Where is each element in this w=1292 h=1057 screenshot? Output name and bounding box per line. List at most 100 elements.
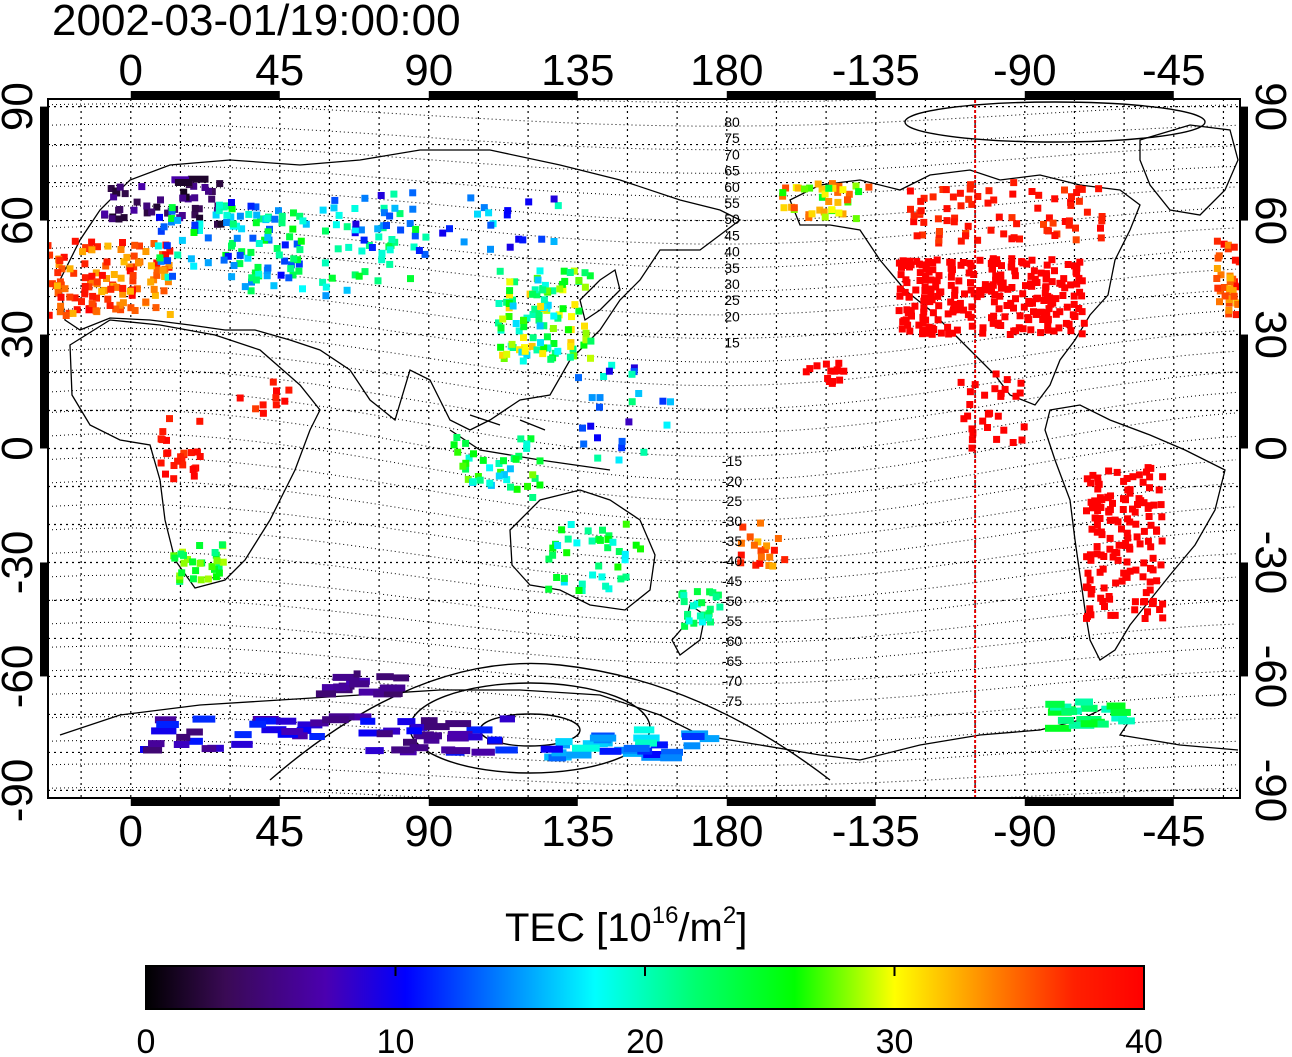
frame-bar <box>726 798 876 806</box>
tec-cell <box>142 248 150 255</box>
tec-cell <box>299 217 307 225</box>
tec-cell <box>499 715 515 723</box>
tec-cell <box>937 329 945 337</box>
tec-cell <box>319 278 327 286</box>
tec-cell <box>196 559 204 567</box>
tec-cell <box>1052 295 1060 303</box>
tec-cell <box>661 748 683 756</box>
tec-cell <box>297 721 323 729</box>
tec-cell <box>257 215 264 223</box>
tec-cell <box>536 457 544 465</box>
tec-cell <box>696 612 704 620</box>
dip-label-north: 40 <box>724 244 740 260</box>
tec-cell <box>1076 258 1084 266</box>
tec-cell <box>549 287 557 295</box>
dip-line <box>48 645 1237 685</box>
tec-cell <box>322 292 330 300</box>
tec-cell <box>554 542 562 549</box>
tec-cell <box>1042 275 1050 283</box>
tec-cell <box>550 195 558 203</box>
tec-cell <box>119 290 127 298</box>
tec-cell <box>1048 278 1056 286</box>
tec-cell <box>992 272 1000 280</box>
tec-cell <box>621 550 629 558</box>
tec-cell <box>154 716 177 724</box>
tec-cell <box>1126 567 1134 575</box>
tec-cell <box>208 195 216 203</box>
tec-cell <box>571 301 579 309</box>
tec-cell <box>249 234 257 242</box>
lat-tick-label-left: 90 <box>0 82 42 131</box>
tec-cell <box>278 219 286 227</box>
dip-line <box>48 456 1237 522</box>
lat-tick-label-left: -30 <box>0 531 42 595</box>
tec-cell <box>1018 436 1026 444</box>
dip-label-north: 55 <box>724 195 740 211</box>
tec-cell <box>928 296 936 304</box>
tec-cell <box>375 233 383 241</box>
tec-cell <box>505 300 513 307</box>
tec-cell <box>103 275 110 282</box>
tec-cell <box>1040 297 1048 304</box>
tec-cell <box>825 378 833 385</box>
tec-cell <box>524 482 531 490</box>
tec-cell <box>187 255 195 263</box>
dip-line <box>48 266 1237 316</box>
tec-cell <box>563 549 571 557</box>
tec-cell <box>107 185 115 192</box>
tec-cell <box>560 267 568 275</box>
tec-cell <box>1124 515 1131 523</box>
tec-cell <box>130 252 138 260</box>
tec-cell <box>474 473 482 480</box>
tec-cell <box>968 444 976 452</box>
tec-cell <box>252 276 260 284</box>
tec-cell <box>156 721 179 728</box>
tec-cell <box>839 186 847 194</box>
tec-cell <box>633 726 655 734</box>
lat-tick-label-left: 30 <box>0 310 42 359</box>
colorbar-ticks: 0 10 20 30 40 <box>137 966 1163 1057</box>
tec-cell <box>1232 311 1240 319</box>
tec-cell <box>1042 270 1050 278</box>
tec-cell <box>1022 282 1029 290</box>
colorbar-tick-label: 10 <box>377 1023 415 1057</box>
tec-cell <box>513 485 521 493</box>
tec-cell <box>1107 611 1115 619</box>
tec-cell <box>252 405 260 413</box>
tec-cell <box>1044 322 1052 330</box>
dip-line <box>48 205 1237 245</box>
tec-cell <box>844 196 851 204</box>
tec-cell <box>614 563 622 571</box>
frame-bar <box>40 106 48 221</box>
tec-cell <box>630 364 638 372</box>
tec-cell <box>997 284 1005 292</box>
dip-line <box>48 246 1237 292</box>
tec-cell <box>1132 566 1140 574</box>
tec-cell <box>409 205 417 213</box>
tec-cell <box>992 276 1000 284</box>
tec-cell <box>216 180 224 188</box>
tec-cell <box>295 260 303 268</box>
tec-cell <box>930 326 938 333</box>
tec-cell <box>248 278 255 286</box>
tec-cell <box>48 280 56 288</box>
tec-cell <box>73 306 81 314</box>
tec-cell <box>332 221 340 229</box>
tec-cell <box>281 728 304 735</box>
tec-cell <box>640 448 648 456</box>
tec-cell <box>503 350 511 358</box>
tec-cell <box>1045 214 1053 222</box>
dip-label-south: -35 <box>722 533 742 549</box>
tec-cell <box>932 283 940 291</box>
tec-cell <box>602 582 610 590</box>
tec-cell <box>779 192 787 200</box>
tec-cell <box>992 370 1000 378</box>
tec-cell <box>517 435 525 443</box>
tec-cell <box>567 342 575 350</box>
tec-cell <box>153 271 161 279</box>
tec-cell <box>1157 561 1165 569</box>
frame-bar <box>726 91 876 99</box>
tec-cell <box>1140 598 1147 606</box>
tec-cell <box>159 428 167 436</box>
